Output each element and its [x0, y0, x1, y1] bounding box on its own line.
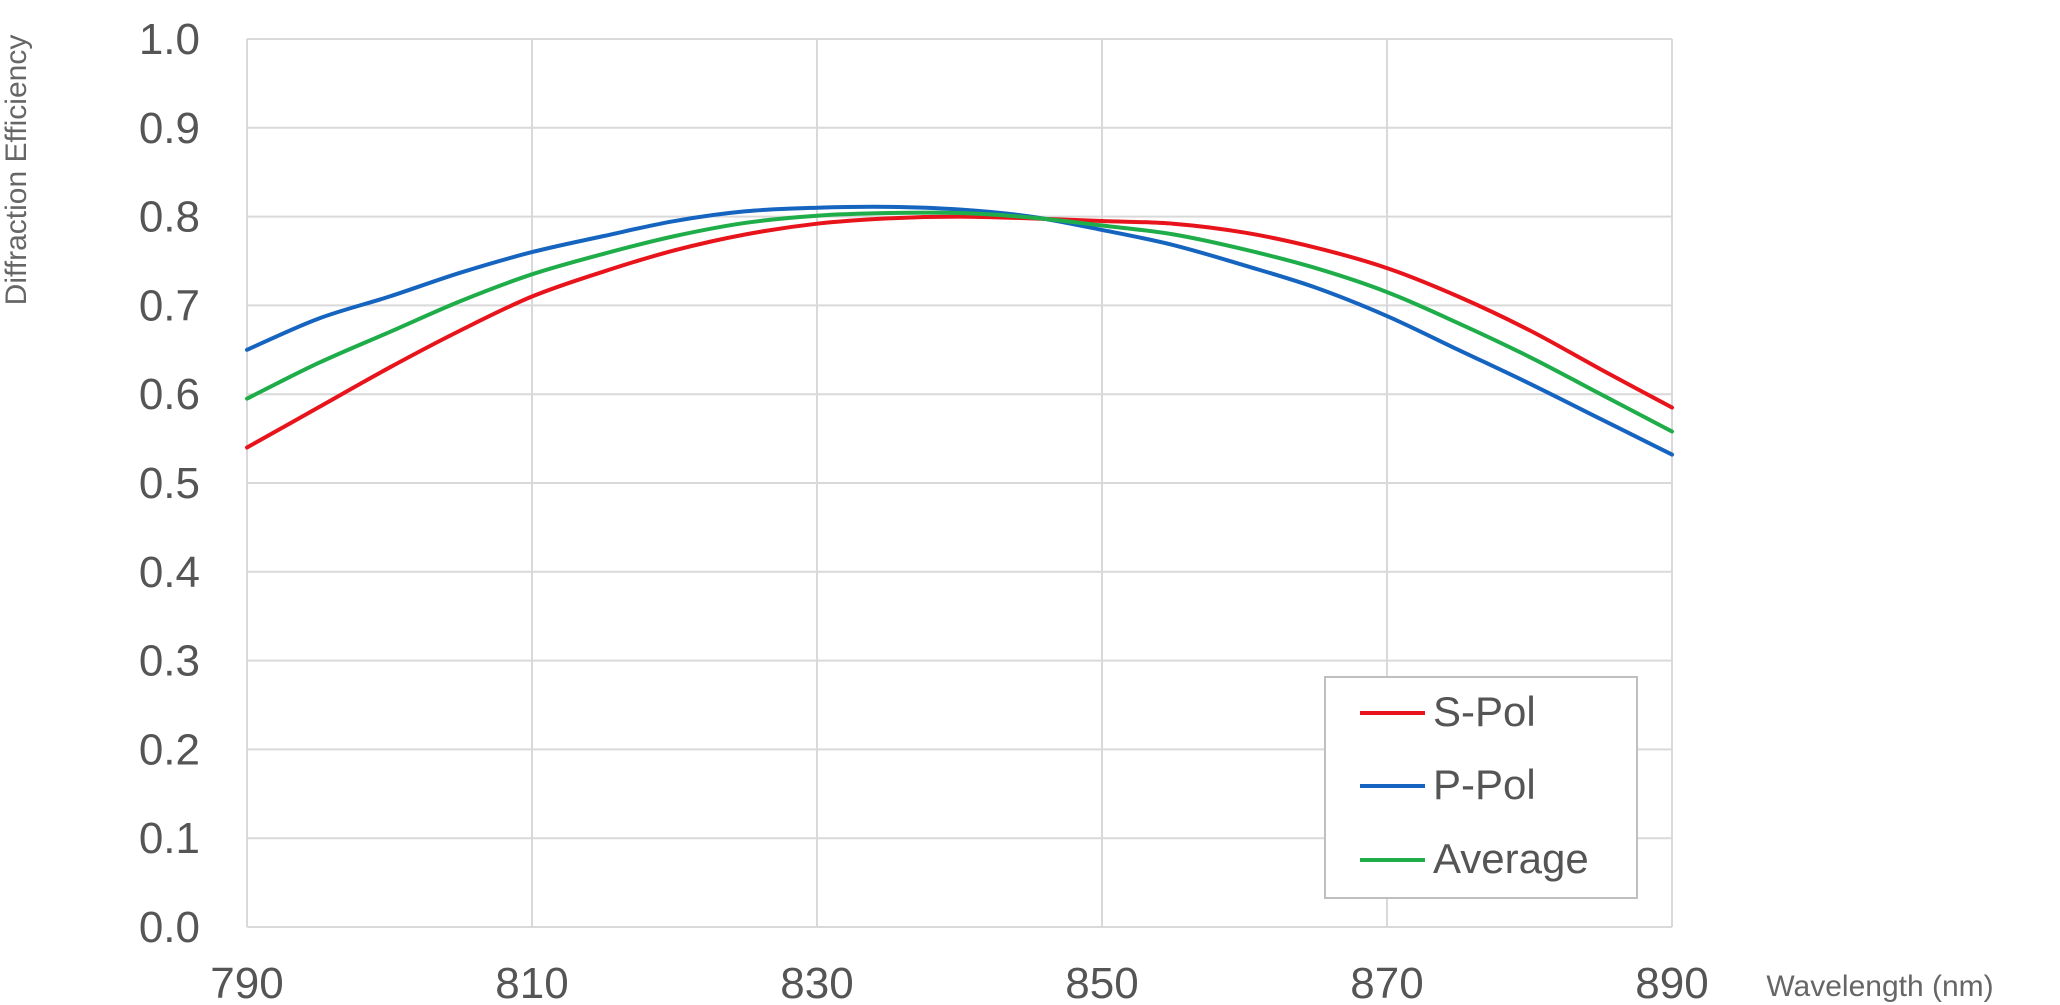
legend: S-Pol P-Pol Average	[1324, 676, 1638, 899]
legend-label-p-pol: P-Pol	[1433, 761, 1536, 808]
y-tick-label: 0.8	[139, 193, 200, 242]
series-lines	[245, 204, 1674, 457]
x-tick-label: 850	[1065, 959, 1138, 1005]
series-line-s-pol	[245, 214, 1674, 450]
x-tick-label: 830	[780, 959, 853, 1005]
y-tick-label: 0.9	[139, 104, 200, 153]
series-line-p-pol	[245, 204, 1674, 457]
y-tick-label: 0.0	[139, 903, 200, 952]
gridlines	[246, 38, 1673, 928]
series-line-average	[245, 210, 1674, 434]
x-tick-label: 870	[1350, 959, 1423, 1005]
x-axis-ticks: 790 810 830 850 870 890	[210, 959, 1708, 1005]
y-tick-label: 0.2	[139, 725, 200, 774]
y-axis-ticks: 0.0 0.1 0.2 0.3 0.4 0.5 0.6 0.7 0.8 0.9 1.0	[139, 15, 200, 952]
y-tick-label: 1.0	[139, 15, 200, 64]
legend-label-average: Average	[1433, 835, 1589, 882]
y-axis-title: Diffraction Efficiency	[0, 35, 33, 306]
x-tick-label: 810	[495, 959, 568, 1005]
y-tick-label: 0.1	[139, 814, 200, 863]
y-tick-label: 0.7	[139, 281, 200, 330]
y-tick-label: 0.4	[139, 548, 200, 597]
y-tick-label: 0.5	[139, 459, 200, 508]
x-tick-label: 790	[210, 959, 283, 1005]
x-tick-label: 890	[1635, 959, 1708, 1005]
x-axis-title: Wavelength (nm)	[1766, 970, 1993, 1003]
y-tick-label: 0.6	[139, 370, 200, 419]
y-tick-label: 0.3	[139, 637, 200, 686]
legend-label-s-pol: S-Pol	[1433, 688, 1536, 735]
